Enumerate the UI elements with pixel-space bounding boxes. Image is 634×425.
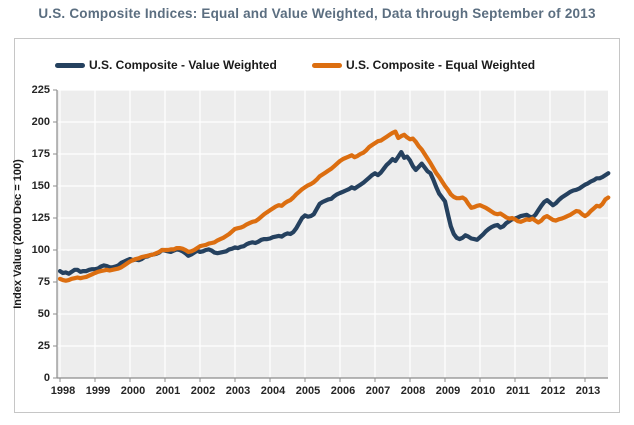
legend-item-value-weighted[interactable]: U.S. Composite - Value Weighted (55, 57, 277, 73)
x-tick-label: 2000 (120, 385, 146, 397)
x-tick-label: 1998 (50, 385, 76, 397)
y-tick-label: 125 (31, 211, 50, 224)
x-tick-label: 2008 (400, 385, 426, 397)
equal-weighted-line-swatch (312, 62, 342, 68)
y-tick-label: 175 (31, 147, 50, 160)
x-tick-label: 2005 (295, 385, 321, 397)
x-tick-label: 2001 (155, 385, 181, 397)
y-tick-label: 100 (31, 243, 50, 256)
x-tick-label: 1999 (85, 385, 111, 397)
x-tick-label: 2002 (190, 385, 216, 397)
y-tick-label: 50 (37, 307, 50, 320)
x-tick-label: 2004 (260, 385, 286, 397)
y-axis-title: Index Value (2000 Dec = 100) (12, 159, 24, 309)
y-tick-label: 25 (37, 339, 50, 352)
value-weighted-line-swatch (55, 62, 85, 68)
x-tick-label: 2003 (225, 385, 251, 397)
chart-title: U.S. Composite Indices: Equal and Value … (38, 6, 596, 21)
y-tick-label: 225 (31, 83, 50, 96)
plot-background (57, 90, 608, 378)
x-tick-label: 2011 (506, 385, 530, 397)
x-tick-label: 2009 (435, 385, 461, 397)
legend-item-equal-weighted[interactable]: U.S. Composite - Equal Weighted (312, 57, 535, 73)
x-tick-label: 2010 (470, 385, 496, 397)
x-tick-label: 2007 (365, 385, 391, 397)
x-tick-label: 2013 (575, 385, 601, 397)
legend-label-value-weighted: U.S. Composite - Value Weighted (89, 58, 277, 72)
y-tick-label: 200 (31, 115, 50, 128)
series-equal-weighted-line[interactable] (57, 129, 611, 283)
y-tick-label: 75 (37, 275, 50, 288)
legend-label-equal-weighted: U.S. Composite - Equal Weighted (346, 58, 536, 72)
x-tick-label: 2012 (540, 385, 566, 397)
y-tick-label: 150 (31, 179, 50, 192)
x-tick-label: 2006 (330, 385, 356, 397)
y-tick-label: 0 (43, 371, 50, 384)
